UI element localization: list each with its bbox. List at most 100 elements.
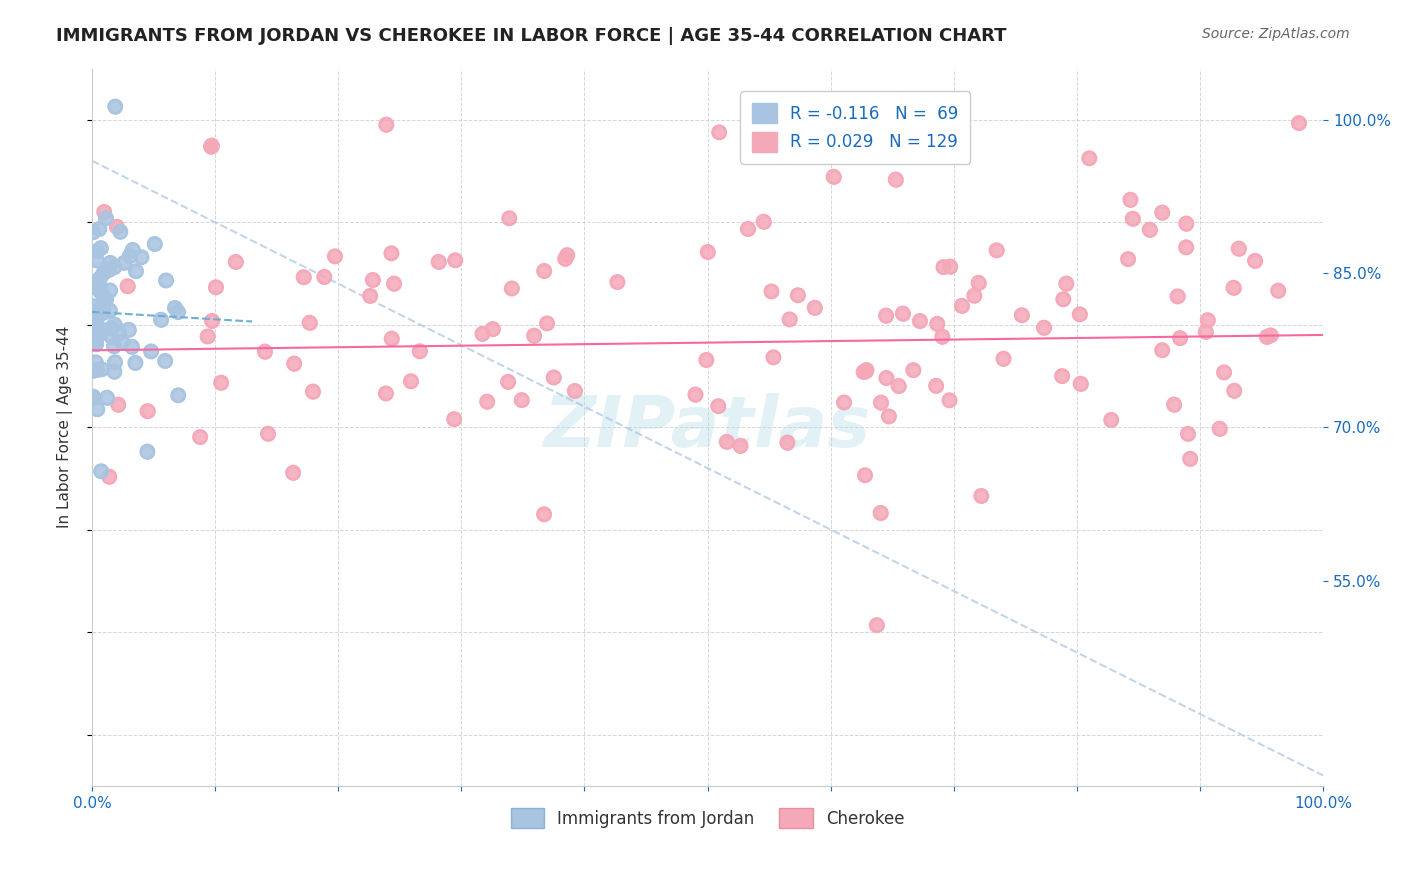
Point: [83, 299, 105, 313]
Point: [257, 426, 280, 441]
Point: [908, 314, 931, 328]
Point: [100, 329, 122, 343]
Point: [381, 332, 404, 346]
Point: [91, 301, 114, 316]
Point: [201, 314, 224, 328]
Point: [925, 379, 948, 393]
Point: [117, 279, 139, 293]
Point: [100, 329, 122, 343]
Point: [1260, 328, 1282, 343]
Point: [475, 394, 498, 409]
Point: [533, 508, 555, 522]
Point: [1227, 242, 1250, 256]
Point: [555, 248, 578, 262]
Point: [475, 394, 498, 409]
Point: [84, 318, 107, 332]
Point: [302, 384, 325, 399]
Point: [124, 356, 146, 370]
Point: [555, 248, 578, 262]
Point: [606, 275, 628, 289]
Point: [709, 125, 731, 139]
Point: [82, 313, 104, 327]
Point: [866, 618, 889, 632]
Point: [877, 409, 900, 424]
Point: [96, 293, 118, 307]
Text: IMMIGRANTS FROM JORDAN VS CHEROKEE IN LABOR FORCE | AGE 35-44 CORRELATION CHART: IMMIGRANTS FROM JORDAN VS CHEROKEE IN LA…: [56, 27, 1007, 45]
Point: [685, 387, 707, 401]
Point: [1180, 451, 1202, 466]
Point: [107, 398, 129, 412]
Point: [730, 439, 752, 453]
Point: [188, 430, 211, 444]
Point: [1260, 328, 1282, 343]
Point: [83, 299, 105, 313]
Point: [118, 249, 141, 263]
Point: [716, 434, 738, 449]
Point: [993, 351, 1015, 366]
Point: [950, 299, 973, 313]
Point: [91, 301, 114, 316]
Point: [967, 276, 990, 290]
Point: [104, 99, 127, 113]
Point: [762, 351, 785, 365]
Point: [1152, 205, 1174, 219]
Point: [1168, 331, 1191, 345]
Point: [82, 364, 104, 378]
Point: [292, 270, 315, 285]
Point: [925, 379, 948, 393]
Point: [1267, 284, 1289, 298]
Point: [870, 395, 893, 409]
Point: [852, 365, 875, 379]
Point: [112, 256, 135, 270]
Point: [90, 285, 112, 299]
Point: [1152, 343, 1174, 358]
Point: [225, 255, 247, 269]
Point: [91, 305, 114, 319]
Point: [986, 244, 1008, 258]
Point: [779, 312, 801, 326]
Point: [823, 169, 845, 184]
Point: [496, 375, 519, 389]
Point: [776, 435, 799, 450]
Point: [1288, 116, 1310, 130]
Point: [443, 412, 465, 426]
Point: [82, 225, 104, 239]
Point: [374, 386, 396, 401]
Point: [855, 364, 877, 378]
Point: [852, 365, 875, 379]
Point: [761, 285, 783, 299]
Point: [938, 393, 960, 408]
Point: [1222, 281, 1244, 295]
Point: [523, 328, 546, 343]
Point: [124, 356, 146, 370]
Point: [323, 249, 346, 263]
Point: [91, 305, 114, 319]
Point: [496, 375, 519, 389]
Point: [201, 138, 224, 153]
Point: [105, 219, 128, 234]
Point: [696, 244, 718, 259]
Point: [103, 364, 125, 378]
Point: [1052, 292, 1074, 306]
Point: [869, 506, 891, 520]
Point: [84, 334, 107, 348]
Point: [1033, 320, 1056, 334]
Point: [118, 323, 141, 337]
Point: [375, 118, 398, 132]
Point: [1116, 252, 1139, 266]
Point: [1195, 325, 1218, 339]
Point: [96, 293, 118, 307]
Point: [103, 318, 125, 332]
Point: [1078, 151, 1101, 165]
Point: [1119, 193, 1142, 207]
Point: [481, 322, 503, 336]
Point: [98, 469, 121, 483]
Point: [97, 262, 120, 277]
Point: [121, 340, 143, 354]
Point: [1011, 308, 1033, 322]
Point: [931, 329, 953, 343]
Point: [93, 296, 115, 310]
Point: [967, 276, 990, 290]
Point: [84, 355, 107, 369]
Point: [103, 364, 125, 378]
